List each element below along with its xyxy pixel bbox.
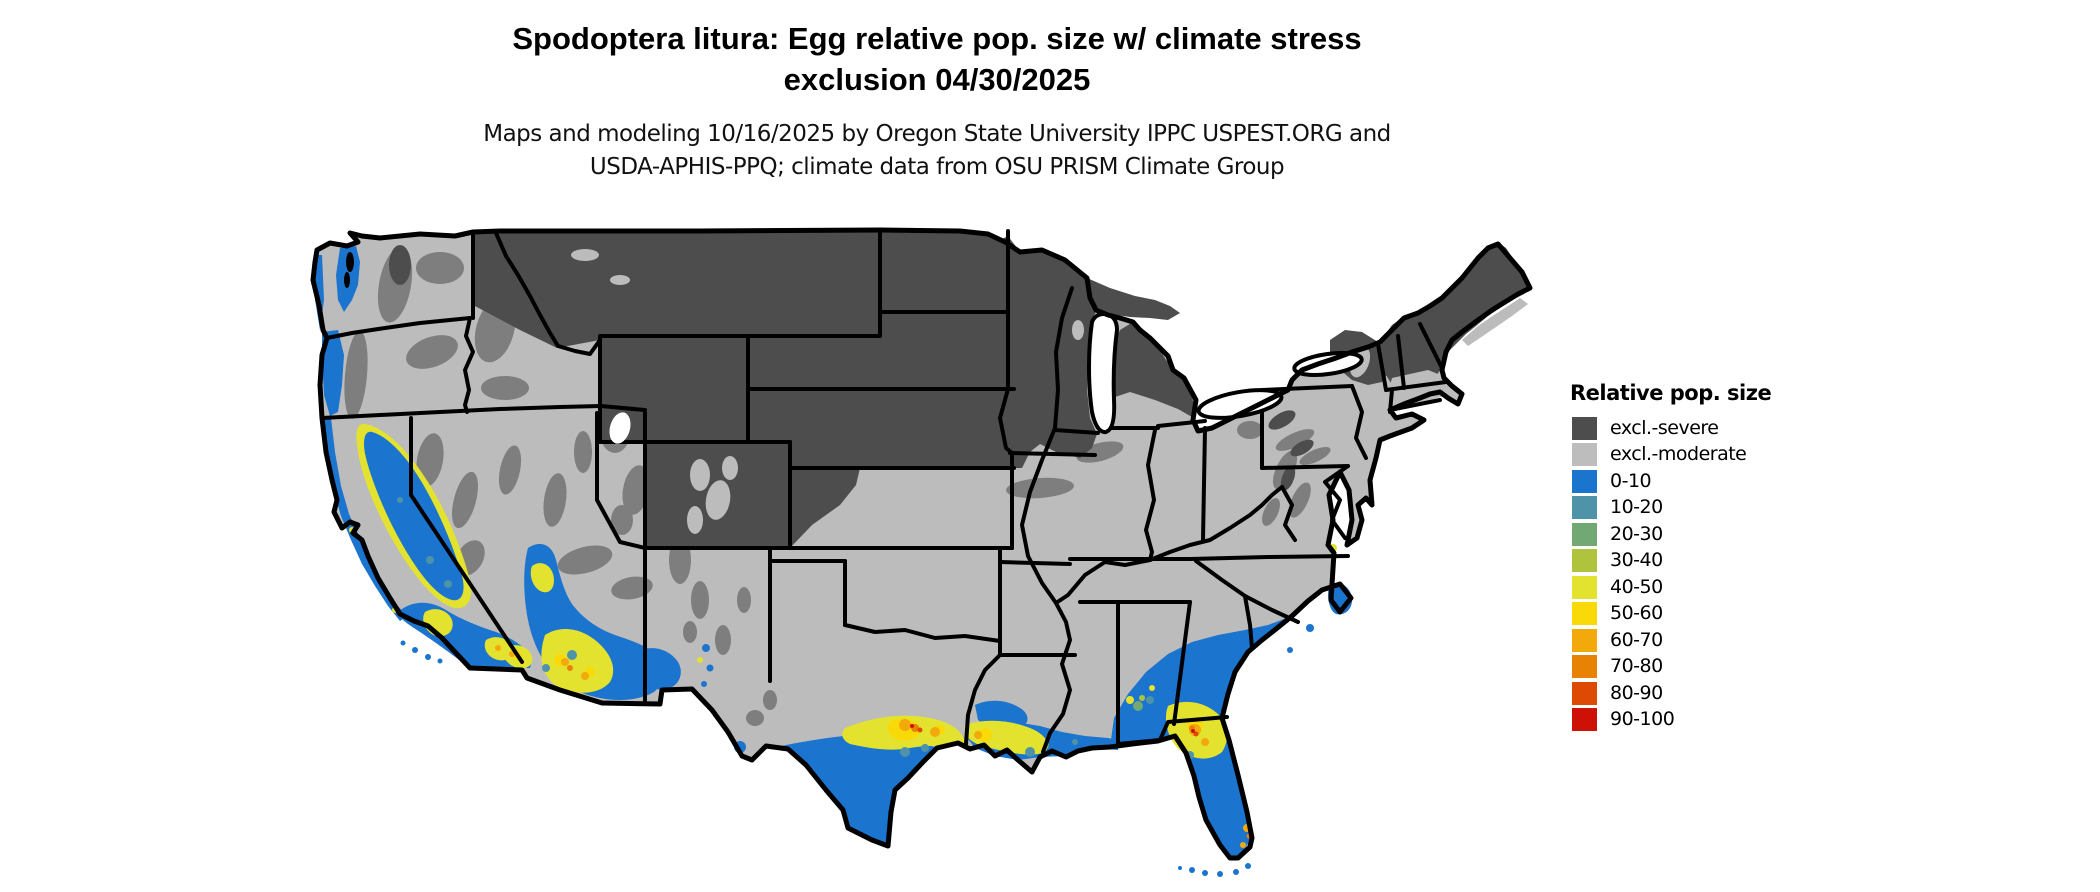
central-valley-blue — [364, 431, 464, 601]
legend-row: 90-100 — [1572, 707, 1771, 734]
map-title: Spodoptera litura: Egg relative pop. siz… — [337, 18, 1537, 100]
legend-swatch — [1572, 575, 1597, 599]
legend-title: Relative pop. size — [1570, 381, 1772, 405]
michigan-south-moderate — [1110, 392, 1192, 430]
legend-row: 50-60 — [1572, 601, 1771, 628]
subtitle-line-2: USDA-APHIS-PPQ; climate data from OSU PR… — [589, 154, 1285, 180]
pop-0-10-over — [364, 431, 464, 601]
legend-label: 30-40 — [1610, 549, 1663, 572]
state-borders — [320, 229, 1448, 754]
puget-sound-2 — [344, 272, 350, 288]
legend-row: 30-40 — [1572, 548, 1771, 575]
legend-label: 0-10 — [1610, 469, 1652, 492]
legend-swatch — [1572, 443, 1597, 467]
conus-outline — [310, 227, 1533, 861]
legend-label: 90-100 — [1610, 708, 1675, 731]
severe-new-england — [1378, 242, 1530, 394]
legend-label: 10-20 — [1610, 496, 1663, 519]
legend-swatch — [1572, 655, 1597, 679]
maine-coast-moderate — [1462, 298, 1528, 346]
legend-row: 80-90 — [1572, 680, 1771, 707]
subtitle-line-1: Maps and modeling 10/16/2025 by Oregon S… — [483, 121, 1391, 147]
legend-label: 60-70 — [1610, 628, 1663, 651]
legend-row: excl.-severe — [1572, 415, 1771, 442]
water-features — [344, 252, 1364, 444]
legend-row: 0-10 — [1572, 468, 1771, 495]
legend-swatch — [1572, 549, 1597, 573]
legend-row: 70-80 — [1572, 654, 1771, 681]
legend-row: 20-30 — [1572, 521, 1771, 548]
legend-label: 80-90 — [1610, 681, 1663, 704]
legend-swatch — [1572, 602, 1597, 626]
legend-row: 40-50 — [1572, 574, 1771, 601]
legend-label: excl.-moderate — [1610, 443, 1747, 466]
legend-row: excl.-moderate — [1572, 442, 1771, 469]
legend-swatch — [1572, 496, 1597, 520]
pop-90-100-regions — [910, 724, 1195, 733]
legend-label: 70-80 — [1610, 655, 1663, 678]
map-subtitle: Maps and modeling 10/16/2025 by Oregon S… — [337, 118, 1537, 184]
legend-label: 40-50 — [1610, 575, 1663, 598]
lake-erie — [1196, 388, 1284, 420]
mottle-medium-gray — [344, 247, 1331, 726]
legend-items: excl.-severe excl.-moderate 0-10 10-20 20-30… — [1572, 415, 1771, 733]
legend-swatch — [1572, 522, 1597, 546]
legend-swatch — [1572, 681, 1597, 705]
legend-swatch — [1572, 469, 1597, 493]
legend-swatch — [1572, 628, 1597, 652]
legend-row: 60-70 — [1572, 627, 1771, 654]
lake-ontario — [1292, 351, 1364, 377]
legend-swatch — [1572, 416, 1597, 440]
pop-80-90-regions — [917, 727, 1199, 737]
puget-sound — [346, 252, 354, 272]
legend-swatch — [1572, 708, 1597, 732]
south-texas-blue — [772, 734, 937, 846]
arizona-yellow-ring — [541, 628, 614, 693]
legend-row: 10-20 — [1572, 495, 1771, 522]
title-line-1: Spodoptera litura: Egg relative pop. siz… — [512, 21, 1362, 56]
lake-michigan — [1087, 311, 1120, 435]
title-line-2: exclusion 04/30/2025 — [783, 62, 1091, 97]
legend-label: excl.-severe — [1610, 416, 1719, 439]
great-salt-lake — [609, 412, 631, 444]
legend-label: 20-30 — [1610, 522, 1663, 545]
legend-label: 50-60 — [1610, 602, 1663, 625]
map-legend: Relative pop. size excl.-severe excl.-mod… — [1570, 381, 1772, 733]
